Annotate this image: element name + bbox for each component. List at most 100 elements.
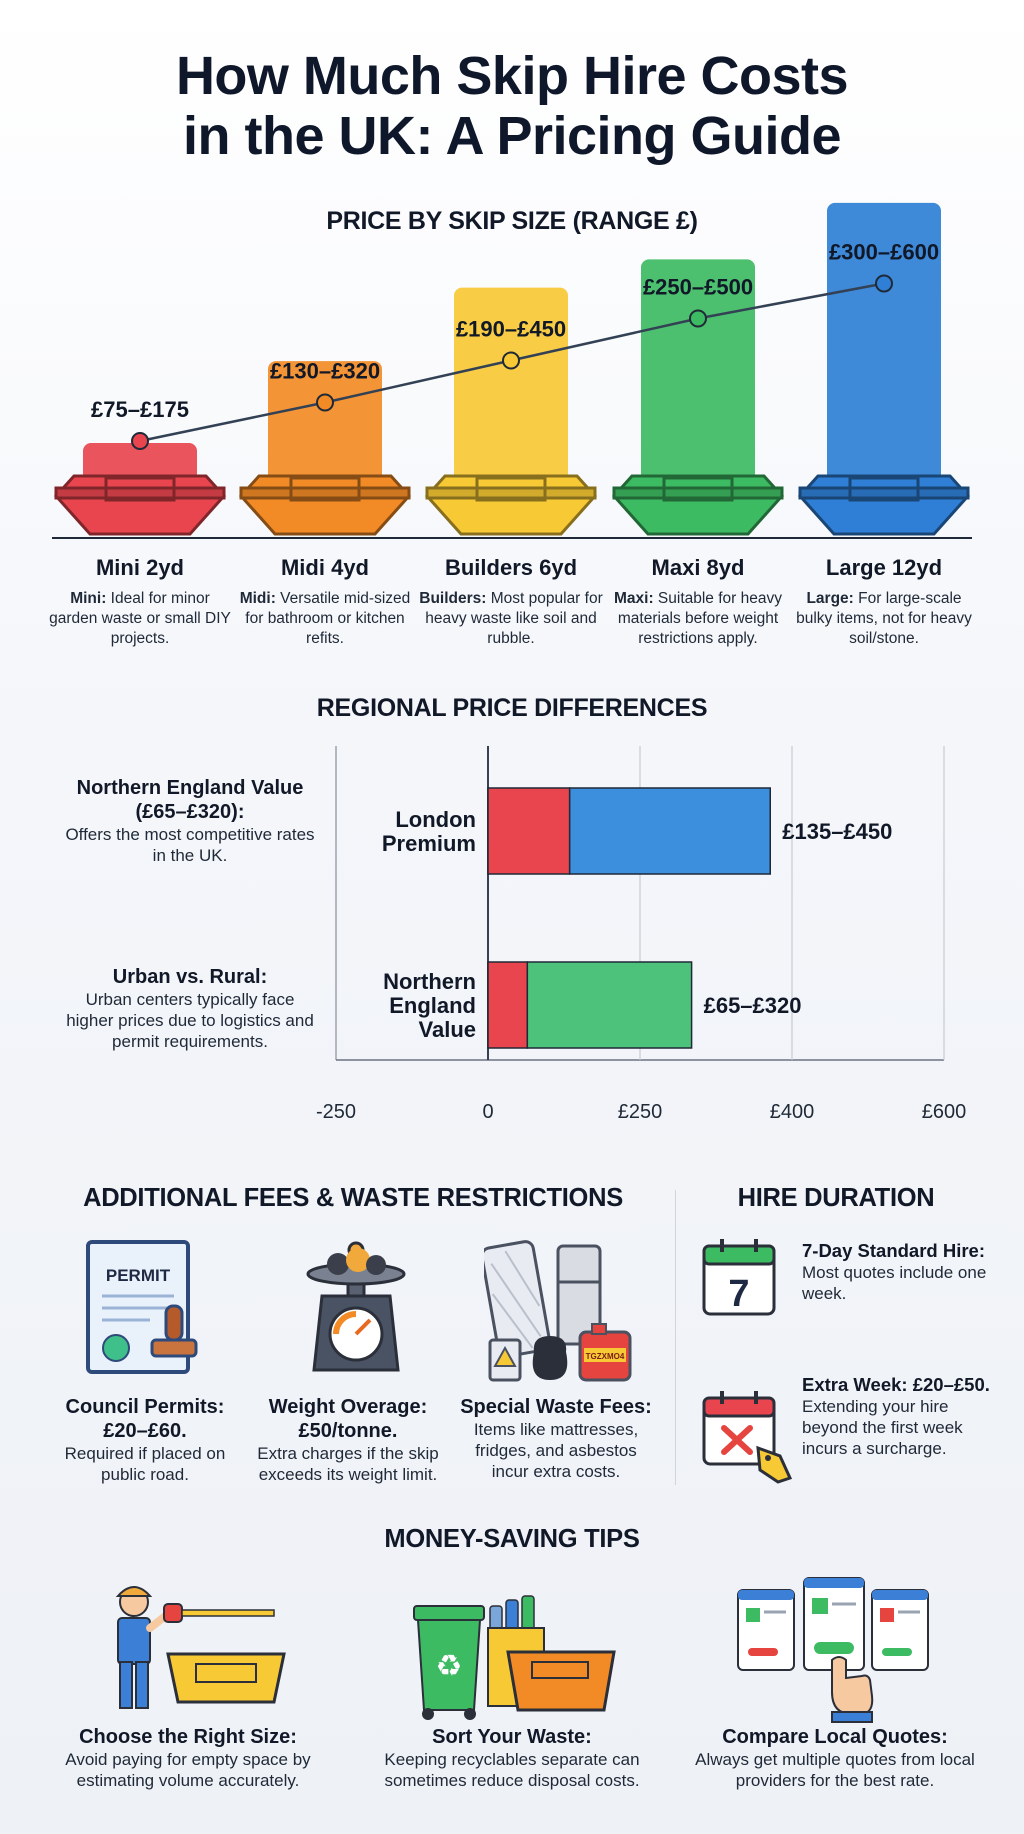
trend-point bbox=[875, 274, 893, 293]
tip-card-compare: Compare Local Quotes: Always get multipl… bbox=[690, 1725, 980, 1791]
scale-icon bbox=[306, 1241, 406, 1372]
price-range-label: £300–£600 bbox=[829, 240, 939, 265]
calendar-number: 7 bbox=[728, 1273, 749, 1315]
size-caption: Midi 4yd Midi: Versatile mid-sized for b… bbox=[230, 555, 420, 649]
duration-extra-text: Extending your hire beyond the first wee… bbox=[802, 1397, 963, 1458]
sizes-heading: PRICE BY SKIP SIZE (RANGE £) bbox=[326, 207, 698, 235]
title-line-1: How Much Skip Hire Costs bbox=[175, 46, 849, 106]
trend-point bbox=[316, 393, 334, 412]
size-caption: Mini 2yd Mini: Ideal for minor garden wa… bbox=[45, 555, 235, 649]
size-caption: Builders 6yd Builders: Most popular for … bbox=[416, 555, 606, 649]
note-northern-heading: Northern England Value (£65–£320): bbox=[76, 777, 304, 823]
permit-icon: PERMIT bbox=[86, 1240, 198, 1374]
tip-compare-heading: Compare Local Quotes: bbox=[722, 1726, 948, 1748]
tip-sort-heading: Sort Your Waste: bbox=[432, 1726, 592, 1748]
jerrycan-label: TGZXMO4 bbox=[586, 1352, 625, 1361]
skip-icon bbox=[238, 474, 412, 536]
region-category-label: Northern bbox=[383, 969, 476, 994]
size-desc-text: Ideal for minor garden waste or small DI… bbox=[49, 590, 231, 647]
x-tick-label: £250 bbox=[618, 1101, 663, 1123]
price-range-label: £130–£320 bbox=[270, 359, 380, 384]
size-desc: Midi: Versatile mid-sized for bathroom o… bbox=[230, 589, 420, 649]
region-bar-range bbox=[568, 787, 771, 875]
trend-point bbox=[502, 351, 520, 370]
size-name: Large 12yd bbox=[825, 555, 943, 580]
regional-heading: REGIONAL PRICE DIFFERENCES bbox=[316, 694, 708, 722]
x-tick-label: -250 bbox=[316, 1101, 356, 1123]
region-category-label: London bbox=[395, 807, 476, 832]
special-waste-icon: TGZXMO4 bbox=[484, 1240, 632, 1382]
fee-special-text: Items like mattresses, fridges, and asbe… bbox=[473, 1420, 639, 1481]
duration-heading: HIRE DURATION bbox=[737, 1184, 935, 1212]
fees-heading: ADDITIONAL FEES & WASTE RESTRICTIONS bbox=[83, 1184, 623, 1212]
trend-point bbox=[131, 432, 149, 450]
fee-permits-text: Required if placed on public road. bbox=[64, 1444, 226, 1484]
note-urban-heading: Urban vs. Rural: bbox=[112, 966, 268, 988]
duration-standard-text: Most quotes include one week. bbox=[802, 1263, 987, 1303]
duration-extra-bold: Extra Week: £20–£50. bbox=[802, 1374, 990, 1395]
size-caption: Maxi 8yd Maxi: Suitable for heavy materi… bbox=[603, 555, 793, 649]
tip-size-text: Avoid paying for empty space by estimati… bbox=[65, 1750, 311, 1790]
tip-sort-text: Keeping recyclables separate can sometim… bbox=[384, 1750, 640, 1790]
size-price-chart: £75–£175 £130–£320 £190–£450 £250–£500 £300–… bbox=[52, 202, 972, 539]
size-desc-bold: Builders: bbox=[419, 590, 487, 607]
size-name: Midi 4yd bbox=[280, 555, 369, 580]
svg-text:♻: ♻ bbox=[436, 1650, 463, 1683]
region-category-label: England bbox=[389, 993, 476, 1018]
x-tick-label: £600 bbox=[922, 1101, 967, 1123]
size-desc-bold: Maxi: bbox=[613, 590, 654, 607]
fee-weight-text: Extra charges if the skip exceeds its we… bbox=[257, 1444, 439, 1484]
fee-special-heading: Special Waste Fees: bbox=[460, 1396, 652, 1418]
size-desc: Maxi: Suitable for heavy materials befor… bbox=[603, 589, 793, 649]
size-name: Builders 6yd bbox=[444, 555, 578, 580]
tips-heading: MONEY-SAVING TIPS bbox=[384, 1525, 640, 1553]
duration-standard: 7-Day Standard Hire: Most quotes include… bbox=[802, 1240, 992, 1304]
note-urban-rural: Urban vs. Rural: Urban centers typically… bbox=[60, 965, 320, 1052]
permit-icon-text: PERMIT bbox=[106, 1266, 171, 1285]
fee-card-special: Special Waste Fees: Items like mattresse… bbox=[456, 1395, 656, 1482]
size-desc-bold: Large: bbox=[806, 590, 854, 607]
price-range-label: £190–£450 bbox=[456, 317, 566, 342]
trend-point bbox=[689, 309, 707, 328]
size-desc: Mini: Ideal for minor garden waste or sm… bbox=[45, 589, 235, 649]
price-range-label: £75–£175 bbox=[91, 397, 189, 422]
fee-permits-heading-2: £20–£60. bbox=[103, 1420, 187, 1442]
title-line-2: in the UK: A Pricing Guide bbox=[182, 106, 842, 166]
size-desc-text: Versatile mid-sized for bathroom or kitc… bbox=[245, 590, 411, 647]
size-desc-bold: Mini: bbox=[70, 590, 107, 607]
price-bar bbox=[641, 259, 755, 498]
size-desc-text: Suitable for heavy materials before weig… bbox=[617, 590, 782, 647]
calendar-icon: 7 bbox=[702, 1239, 776, 1316]
note-urban-text: Urban centers typically face higher pric… bbox=[66, 990, 314, 1051]
section-divider bbox=[675, 1190, 676, 1485]
size-desc: Large: For large-scale bulky items, not … bbox=[789, 589, 979, 649]
price-bar bbox=[454, 287, 568, 498]
size-caption: Large 12yd Large: For large-scale bulky … bbox=[789, 555, 979, 649]
worker-measuring-icon bbox=[115, 1586, 286, 1709]
region-category-label: Value bbox=[419, 1017, 476, 1042]
tip-size-heading: Choose the Right Size: bbox=[79, 1726, 297, 1748]
region-value-label: £135–£450 bbox=[782, 819, 892, 844]
skip-icon bbox=[611, 474, 785, 536]
region-category-label: Premium bbox=[382, 831, 476, 856]
calendar-extra-icon bbox=[702, 1391, 793, 1484]
fee-weight-heading-1: Weight Overage: bbox=[268, 1396, 428, 1418]
price-range-label: £250–£500 bbox=[643, 275, 753, 300]
size-name: Mini 2yd bbox=[95, 555, 184, 580]
duration-standard-bold: 7-Day Standard Hire: bbox=[802, 1240, 985, 1261]
x-tick-label: £400 bbox=[770, 1101, 815, 1123]
size-desc: Builders: Most popular for heavy waste l… bbox=[416, 589, 606, 649]
size-name: Maxi 8yd bbox=[651, 555, 745, 580]
skip-icon bbox=[53, 474, 227, 536]
x-tick-label: 0 bbox=[482, 1101, 493, 1123]
compare-quotes-icon bbox=[737, 1577, 929, 1723]
note-northern-value: Northern England Value (£65–£320): Offer… bbox=[60, 776, 320, 866]
region-bar-low bbox=[487, 961, 529, 1049]
price-bar bbox=[827, 202, 941, 498]
size-desc-bold: Midi: bbox=[239, 590, 276, 607]
size-desc-text: Most popular for heavy waste like soil a… bbox=[425, 590, 603, 647]
recycle-bins-icon: ♻ bbox=[413, 1595, 616, 1720]
fee-card-weight: Weight Overage: £50/tonne. Extra charges… bbox=[248, 1395, 448, 1485]
tip-compare-text: Always get multiple quotes from local pr… bbox=[695, 1750, 975, 1790]
region-bar-low bbox=[487, 787, 571, 875]
